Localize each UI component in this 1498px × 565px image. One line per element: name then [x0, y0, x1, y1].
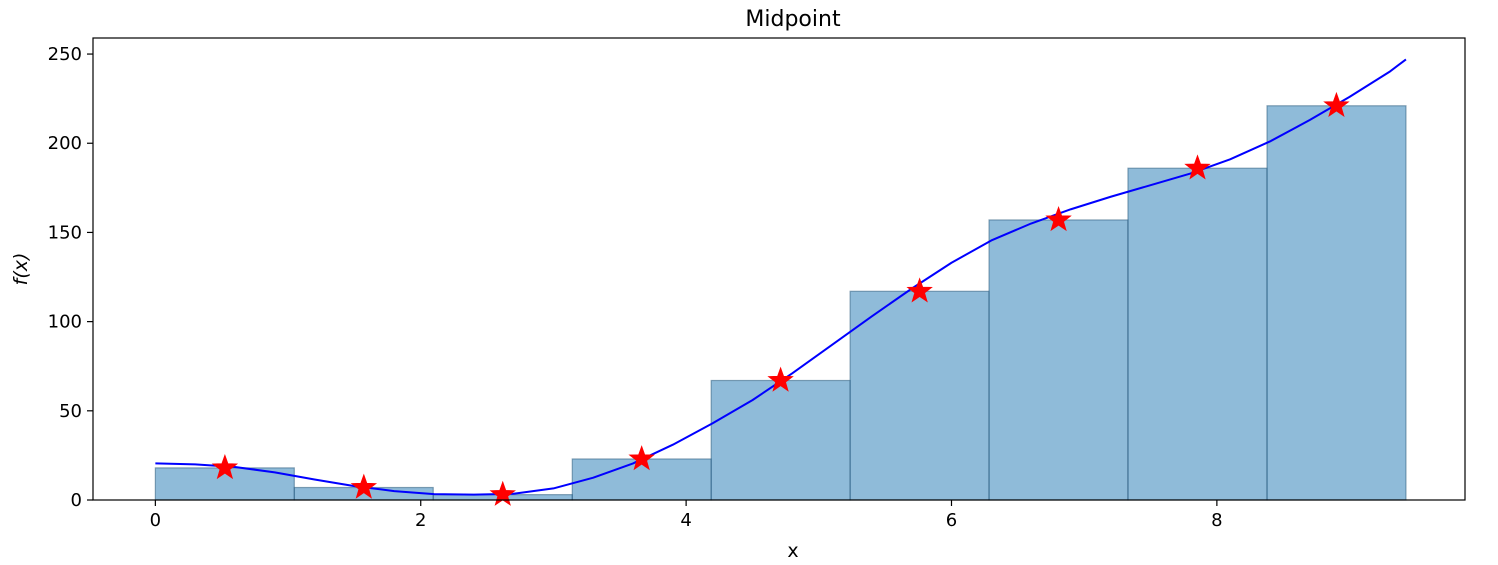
- y-tick-label-0: 0: [71, 490, 82, 511]
- midpoint-marker-8: [1323, 91, 1350, 118]
- x-axis-label: x: [787, 540, 798, 562]
- midpoint-marker-7: [1184, 154, 1211, 180]
- y-tick-label-1: 50: [59, 401, 82, 422]
- plot-frame: [92, 37, 1466, 501]
- x-tick-label-0: 0: [150, 510, 161, 531]
- midpoint-marker-2: [489, 480, 516, 506]
- x-tick-label-1: 2: [415, 510, 426, 531]
- x-axis: 0 2 4 6 8: [150, 500, 1223, 531]
- midpoint-marker-6: [1045, 206, 1072, 232]
- bar-5: [849, 290, 990, 501]
- y-tick-label-4: 200: [48, 133, 82, 154]
- bars-layer: [154, 105, 1407, 501]
- y-axis-label: f(x): [10, 253, 32, 286]
- bar-6: [988, 219, 1129, 501]
- x-tick-label-2: 4: [680, 510, 691, 531]
- x-tick-label-4: 8: [1211, 510, 1222, 531]
- midpoint-marker-5: [906, 277, 933, 303]
- y-tick-label-5: 250: [48, 44, 82, 65]
- y-axis: 0 50 100 150 200 250: [48, 44, 93, 511]
- bar-7: [1127, 167, 1268, 501]
- midpoint-marker-0: [211, 453, 239, 480]
- chart-title: Midpoint: [745, 7, 841, 32]
- bar-8: [1266, 105, 1407, 501]
- bar-3: [571, 458, 712, 501]
- midpoint-marker-3: [628, 445, 655, 471]
- midpoint-marker-4: [767, 366, 794, 392]
- midpoint-marker-1: [350, 473, 378, 499]
- x-tick-label-3: 6: [946, 510, 957, 531]
- y-tick-label-3: 150: [48, 222, 82, 243]
- bar-4: [710, 379, 851, 501]
- y-tick-label-2: 100: [48, 312, 82, 333]
